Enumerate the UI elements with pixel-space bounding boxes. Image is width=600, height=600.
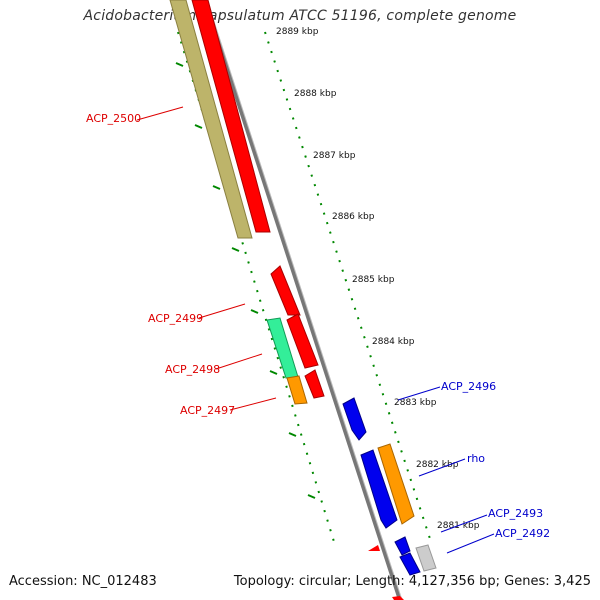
gene-label-rho[interactable]: rho <box>467 452 485 465</box>
small-red-marker-2 <box>392 596 404 600</box>
leader-line <box>229 397 277 411</box>
gene-label-acp-2496[interactable]: ACP_2496 <box>441 380 496 393</box>
gene-acp-2499[interactable] <box>270 265 301 316</box>
gene-acp-2496[interactable] <box>342 397 367 441</box>
tick-track-outer <box>264 31 433 546</box>
genome-backbone <box>203 0 402 600</box>
major-ticks-inner <box>175 62 316 499</box>
kbp-tick: 2885 kbp <box>352 275 395 285</box>
gene-grey-forward[interactable] <box>415 544 437 572</box>
leader-line <box>418 458 466 477</box>
genome-summary-text: Topology: circular; Length: 4,127,356 bp… <box>233 574 591 589</box>
gene-acp-2492[interactable] <box>399 552 421 576</box>
gene-rho[interactable] <box>360 449 398 529</box>
gene-label-acp-2497[interactable]: ACP_2497 <box>180 404 235 417</box>
leader-line <box>446 533 495 554</box>
gene-label-acp-2492[interactable]: ACP_2492 <box>495 527 550 540</box>
gene-label-acp-2493[interactable]: ACP_2493 <box>488 507 543 520</box>
kbp-tick: 2886 kbp <box>332 212 375 222</box>
gene-acp-2493[interactable] <box>394 536 411 556</box>
kbp-tick: 2884 kbp <box>372 337 415 347</box>
kbp-tick: 2887 kbp <box>313 151 356 161</box>
small-red-marker <box>368 545 380 551</box>
leader-line <box>397 386 441 401</box>
accession-text: Accession: NC_012483 <box>9 574 157 589</box>
gene-acp-2497-red[interactable] <box>304 369 325 399</box>
gene-label-acp-2500[interactable]: ACP_2500 <box>86 112 141 125</box>
gene-label-acp-2498[interactable]: ACP_2498 <box>165 363 220 376</box>
leader-line <box>440 514 488 533</box>
kbp-tick: 2883 kbp <box>394 398 437 408</box>
gene-acp-2500[interactable] <box>191 0 271 233</box>
gene-acp-2499b[interactable] <box>286 313 319 369</box>
gene-acp-2497[interactable] <box>286 375 308 405</box>
leader-line <box>198 303 246 319</box>
kbp-tick: 2888 kbp <box>294 89 337 99</box>
kbp-tick: 2882 kbp <box>416 460 459 470</box>
gene-label-acp-2499[interactable]: ACP_2499 <box>148 312 203 325</box>
gene-feature-olive[interactable] <box>169 0 253 239</box>
leader-line <box>215 353 263 370</box>
gene-orange-forward[interactable] <box>377 443 415 525</box>
leader-line <box>136 106 184 121</box>
kbp-tick: 2889 kbp <box>276 27 319 37</box>
